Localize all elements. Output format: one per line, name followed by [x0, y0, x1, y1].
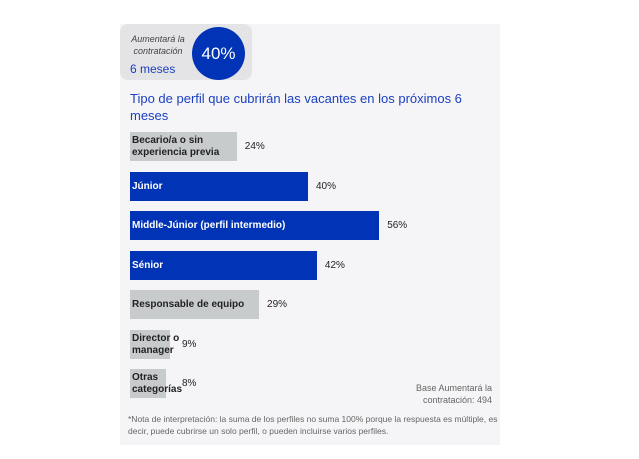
- bar-label: Responsable de equipo: [132, 299, 245, 310]
- value-label: 42%: [324, 260, 345, 271]
- badge-value: 40%: [192, 27, 245, 80]
- bar: [130, 330, 171, 359]
- bar-label: Sénior: [132, 260, 164, 271]
- badge-label: Aumentará la contratación: [131, 34, 185, 56]
- bar-label: Júnior: [132, 181, 163, 192]
- chart-title: Tipo de perfil que cubrirán las vacantes…: [130, 91, 462, 123]
- badge-period: 6 meses: [130, 62, 176, 76]
- bar: [130, 211, 380, 240]
- bar: [130, 369, 166, 398]
- bar-label: Becario/a o sin experiencia previa: [132, 135, 220, 158]
- bar: [130, 132, 237, 161]
- bar: [130, 172, 308, 201]
- bar-label: Otras categorías: [132, 372, 183, 395]
- bar-label: Middle-Júnior (perfil intermedio): [132, 220, 286, 231]
- bar: [130, 251, 317, 280]
- bar: [130, 290, 260, 319]
- value-label: 40%: [316, 181, 337, 192]
- value-label: 24%: [244, 141, 265, 152]
- value-label: 29%: [267, 299, 288, 310]
- value-label: 9%: [182, 339, 197, 350]
- footnote: *Nota de interpretación: la suma de los …: [128, 414, 498, 436]
- value-label: 56%: [387, 220, 408, 231]
- base-note: Base Aumentará la contratación: 494: [415, 383, 492, 405]
- value-label: 8%: [182, 378, 197, 389]
- bar-label: Director o manager: [132, 333, 180, 356]
